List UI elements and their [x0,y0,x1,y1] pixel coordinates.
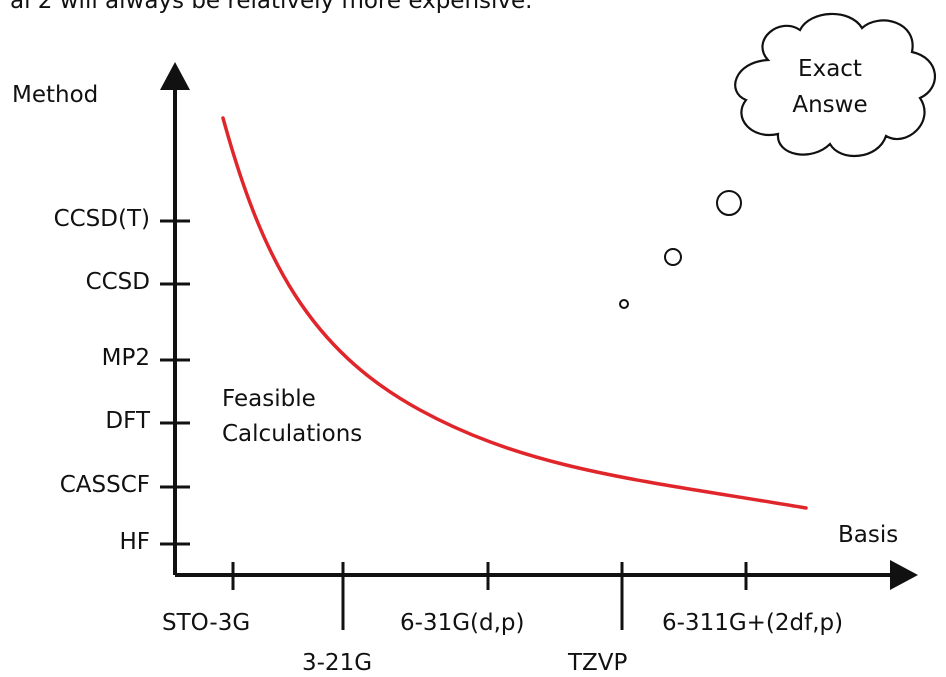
basis-label-631g: 6-31G(d,p) [400,610,525,636]
method-label-dft: DFT [105,408,150,434]
feasible-region-line1: Feasible [222,386,316,412]
x-axis-label: Basis [838,522,899,548]
basis-label-6311g: 6-311G+(2df,p) [662,610,844,636]
thought-bubble-medium [664,248,682,266]
method-label-mp2: MP2 [101,345,150,371]
method-label-ccsd: CCSD [85,269,150,295]
header-partial-text: al 2 will always be relatively more expe… [10,0,533,14]
y-axis-label: Method [12,82,99,108]
feasible-region-line2: Calculations [222,420,363,447]
method-label-ccsdt: CCSD(T) [53,206,150,232]
x-axis-arrowhead [890,560,918,590]
basis-label-sto3g: STO-3G [162,610,251,636]
feasible-region-label: Feasible Calculations [222,382,362,451]
cloud-text-line2: Answe [792,91,868,118]
thought-bubble-large [716,190,742,216]
basis-label-tzvp: TZVP [568,650,628,676]
method-label-casscf: CASSCF [59,472,150,498]
cloud-text: Exact Answe [770,52,890,123]
cloud-text-line1: Exact [798,56,862,82]
feasibility-curve [221,116,808,510]
exact-answer-cloud [734,12,936,157]
thought-bubble-small [619,299,629,309]
y-axis-arrowhead [160,62,190,90]
basis-label-321g: 3-21G [302,650,373,676]
header-text-clip: al 2 will always be relatively more expe… [0,0,946,34]
method-label-hf: HF [119,529,150,555]
